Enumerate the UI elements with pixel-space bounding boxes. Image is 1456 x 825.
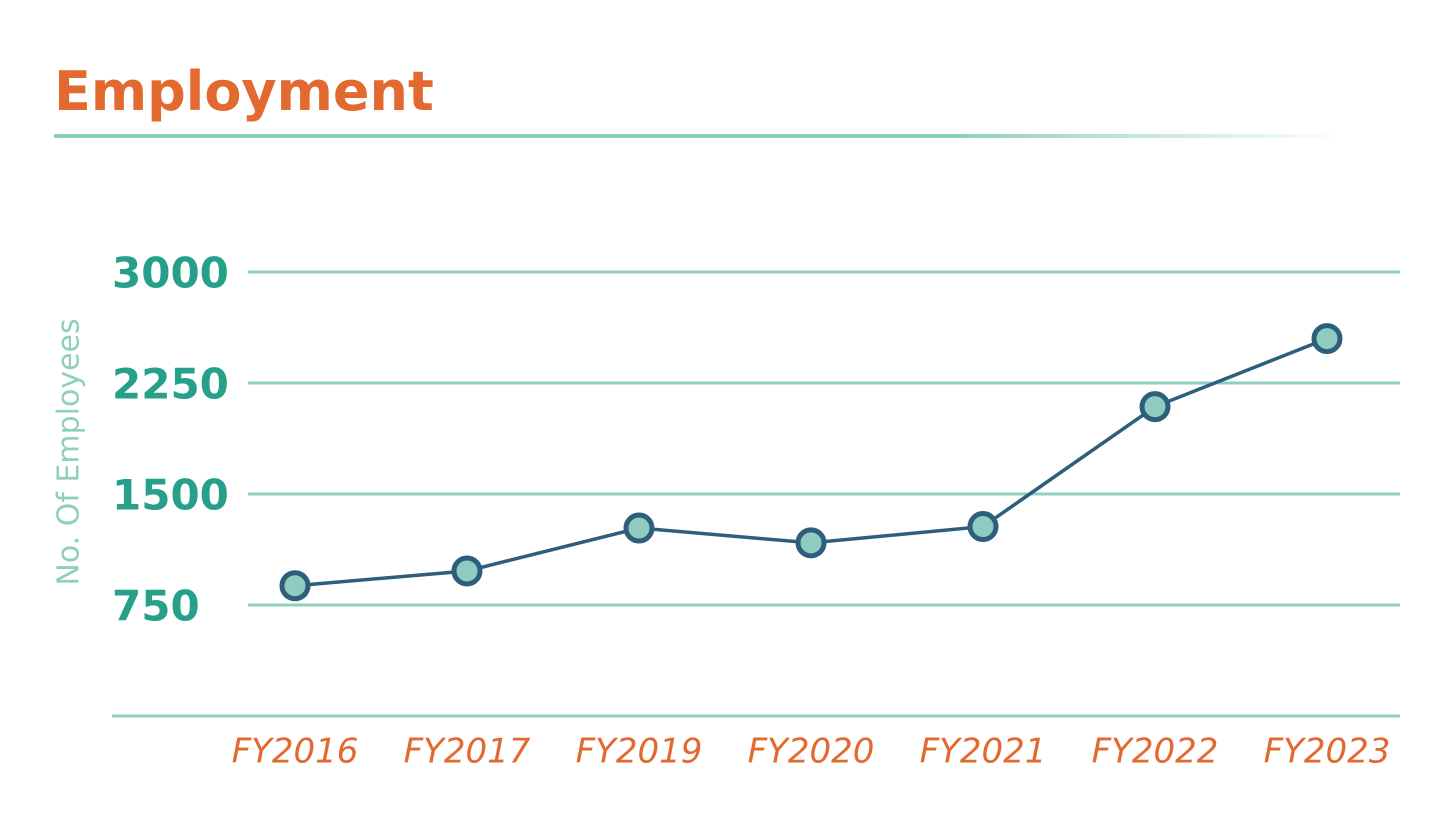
x-tick-label: FY2021 (920, 732, 1047, 772)
x-tick-label: FY2016 (232, 732, 359, 772)
y-axis-label: No. Of Employees (52, 318, 87, 585)
x-tick-label: FY2017 (404, 732, 531, 772)
marker (795, 527, 827, 559)
y-tick-label: 1500 (112, 471, 229, 520)
x-tick-label: FY2019 (576, 732, 703, 772)
title-underline (54, 134, 1344, 138)
y-tick-label: 750 (112, 582, 200, 631)
chart-title: Employment (54, 60, 434, 123)
x-tick-label: FY2022 (1092, 732, 1219, 772)
x-tick-label: FY2023 (1264, 732, 1391, 772)
marker (967, 511, 999, 543)
y-tick-label: 3000 (112, 249, 229, 298)
marker (1139, 391, 1171, 423)
marker (279, 570, 311, 602)
marker (1311, 323, 1343, 355)
marker (623, 512, 655, 544)
marker (451, 555, 483, 587)
y-tick-label: 2250 (112, 360, 229, 409)
x-tick-label: FY2020 (748, 732, 875, 772)
